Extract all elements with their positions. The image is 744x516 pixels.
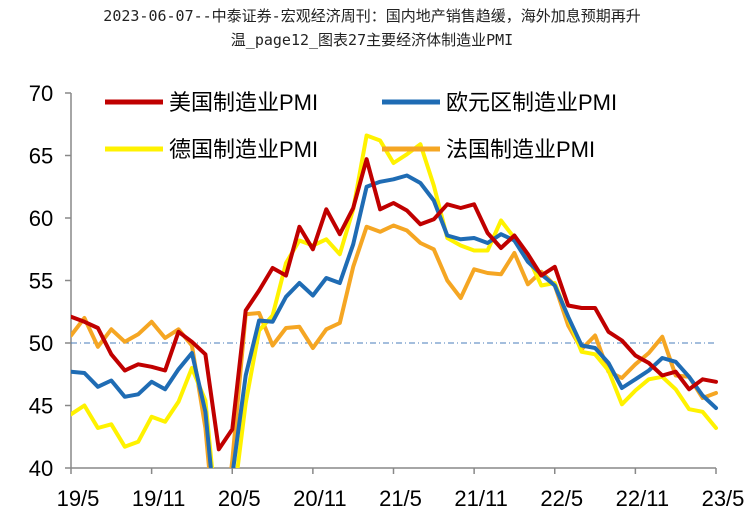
- x-tick-label: 20/5: [218, 486, 261, 511]
- y-tick-label: 55: [29, 269, 53, 294]
- y-tick-label: 65: [29, 144, 53, 169]
- legend-label: 法国制造业PMI: [446, 137, 595, 162]
- series-line: [71, 157, 718, 452]
- y-tick-label: 45: [29, 394, 53, 419]
- y-tick-label: 70: [29, 81, 53, 106]
- y-tick-label: 40: [29, 456, 53, 481]
- x-tick-label: 20/11: [293, 486, 346, 511]
- y-tick-label: 60: [29, 206, 53, 231]
- chart-caption: 2023-06-07--中泰证券-宏观经济周刊：国内地产销售趋缓，海外加息预期再…: [0, 4, 744, 52]
- x-tick-label: 22/5: [540, 486, 583, 511]
- caption-line-1: 2023-06-07--中泰证券-宏观经济周刊：国内地产销售趋缓，海外加息预期再…: [103, 7, 641, 25]
- caption-line-2: 温_page12_图表27主要经济体制造业PMI: [230, 31, 514, 49]
- legend-label: 德国制造业PMI: [169, 137, 318, 162]
- legend-label: 美国制造业PMI: [169, 90, 318, 115]
- axes: 40 45 50 55 60 65 70 19/5 19/11 20/5 20/11 21/5 21/1…: [29, 81, 744, 511]
- series-line: [71, 173, 718, 468]
- x-tick-label: 19/5: [57, 486, 100, 511]
- y-tick-label: 50: [29, 331, 53, 356]
- legend-label: 欧元区制造业PMI: [446, 90, 617, 115]
- x-tick-label: 21/11: [454, 486, 507, 511]
- series-lines: [71, 133, 718, 468]
- series-line: [71, 133, 718, 468]
- legend: 美国制造业PMI 欧元区制造业PMI 德国制造业PMI 法国制造业PMI: [105, 90, 617, 162]
- x-tick-label: 21/5: [379, 486, 422, 511]
- x-tick-label: 22/11: [616, 486, 669, 511]
- x-tick-label: 23/5: [702, 486, 744, 511]
- x-tick-label: 19/11: [132, 486, 185, 511]
